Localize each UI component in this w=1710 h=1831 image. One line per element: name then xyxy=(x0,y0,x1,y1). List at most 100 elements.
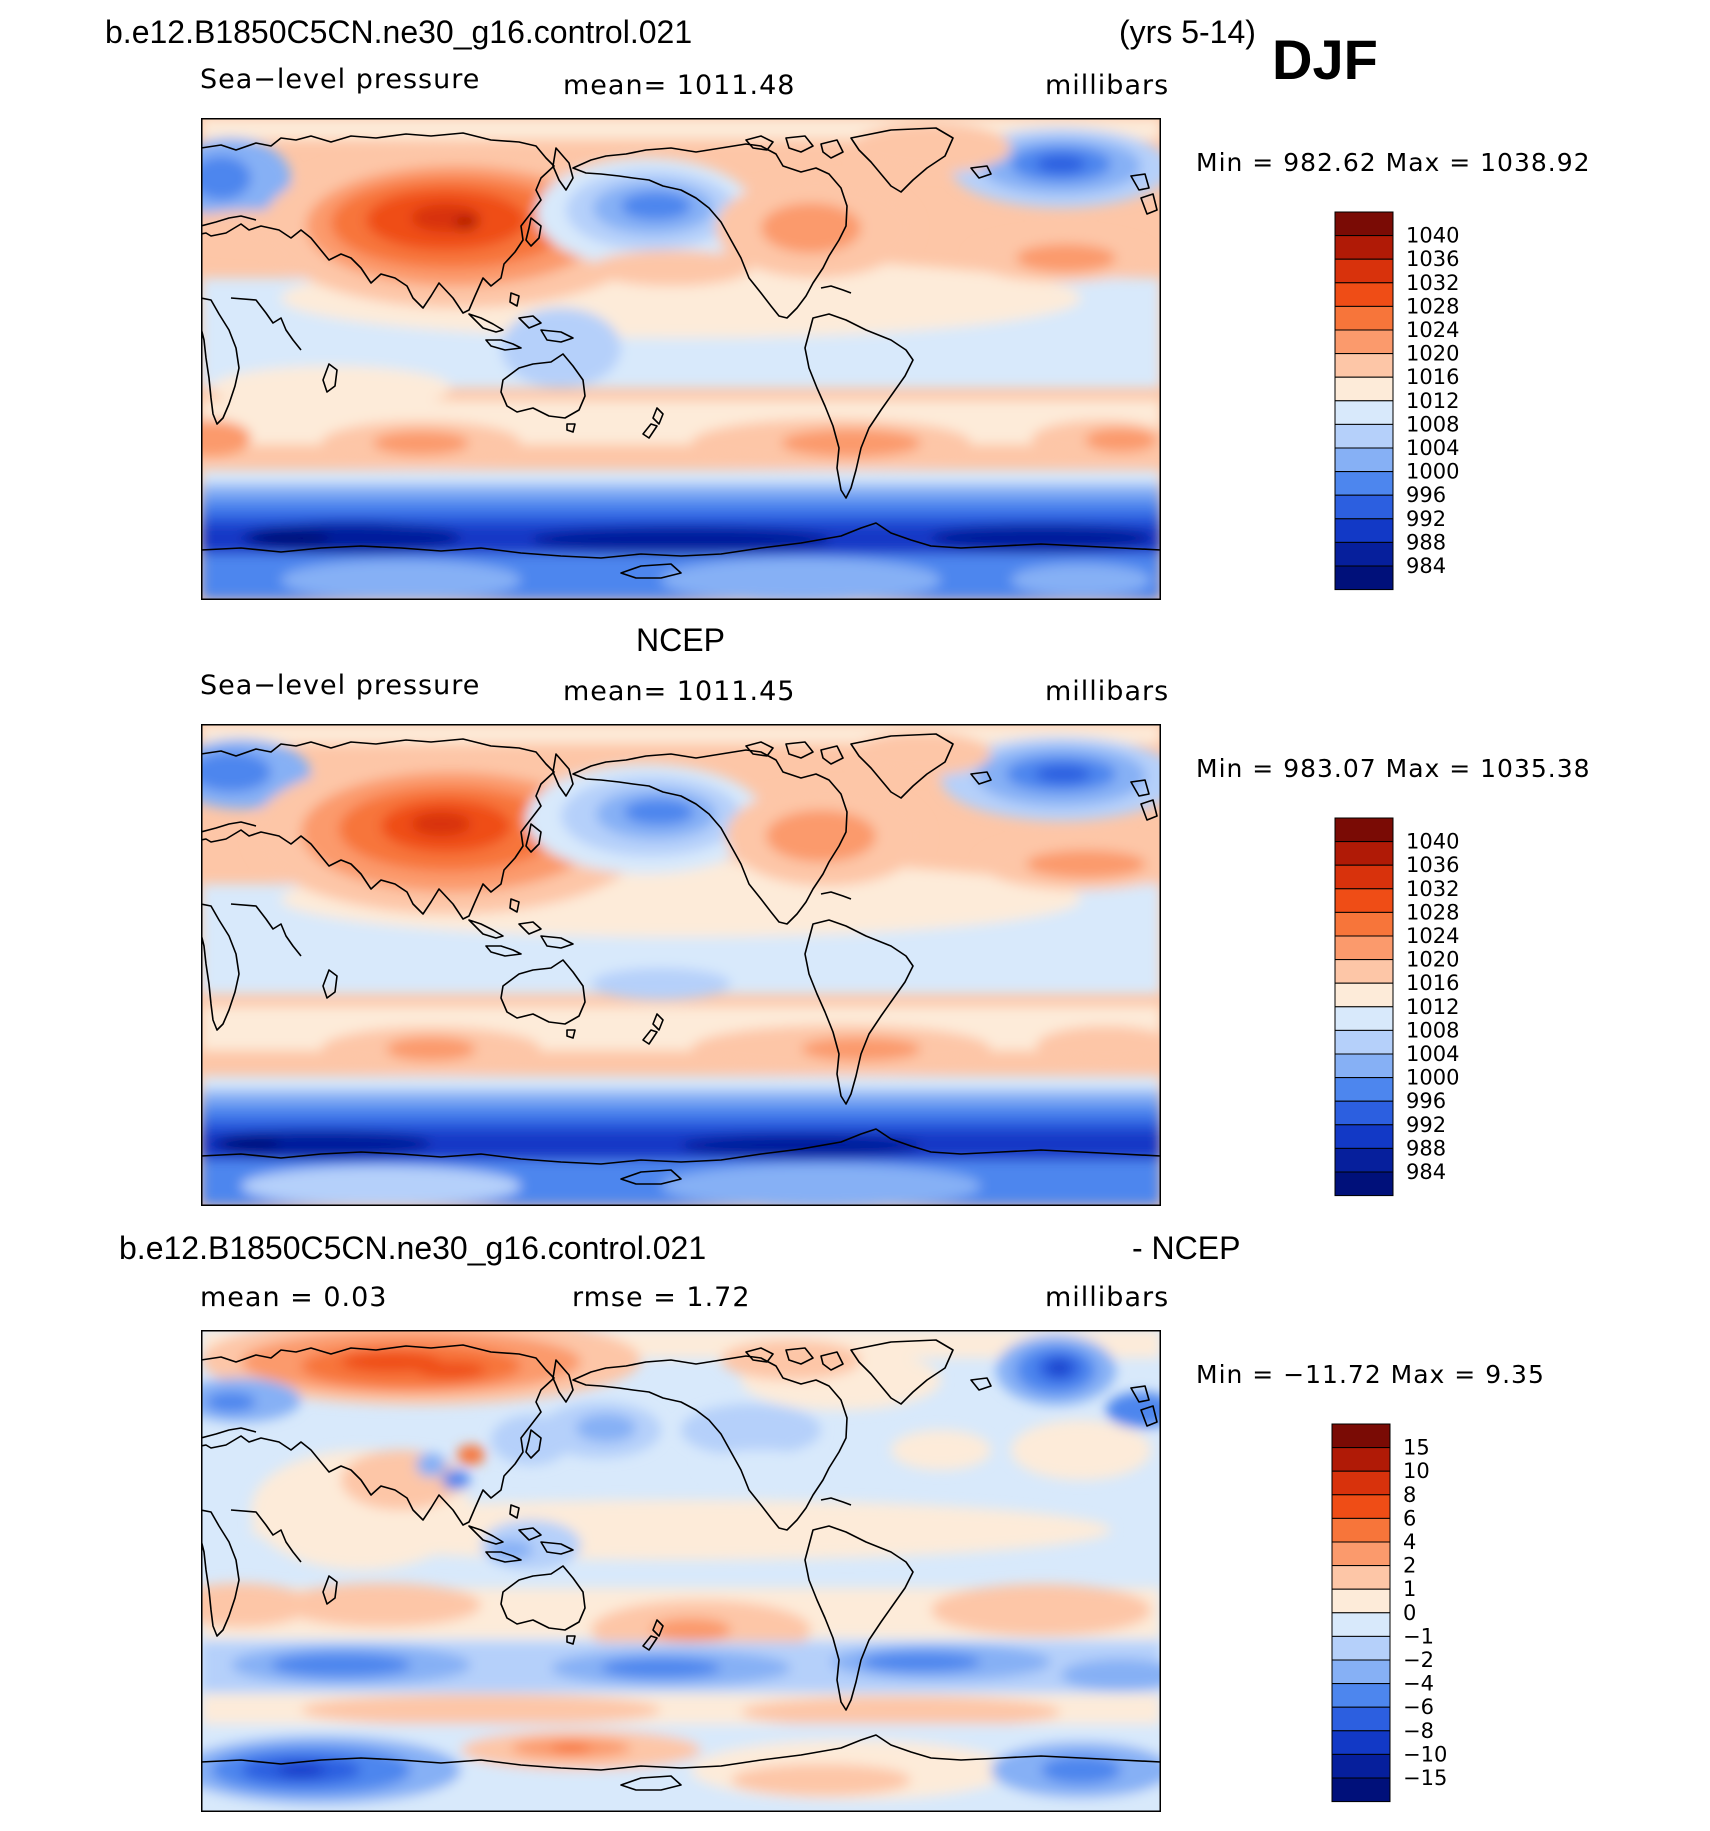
obs-colorbar: 1040103610321028102410201016101210081004… xyxy=(1334,817,1459,1197)
season-label: DJF xyxy=(1272,28,1378,91)
colorbar-swatch xyxy=(1331,1730,1391,1755)
colorbar-swatch xyxy=(1334,211,1394,237)
model-field-label: Sea−level pressure xyxy=(200,64,481,95)
diff-mean-label: mean = 0.03 xyxy=(200,1282,388,1313)
colorbar-swatch xyxy=(1331,1494,1391,1519)
colorbar-swatch xyxy=(1334,911,1394,937)
diff-minmax-label: Min = −11.72 Max = 9.35 xyxy=(1196,1360,1545,1389)
model-map xyxy=(201,118,1161,600)
colorbar-label: −6 xyxy=(1403,1695,1434,1719)
diff-map xyxy=(201,1330,1161,1812)
diff-rmse-label: rmse = 1.72 xyxy=(572,1282,751,1313)
colorbar-label: 992 xyxy=(1406,507,1446,531)
colorbar-swatch xyxy=(1334,541,1394,567)
colorbar-swatch xyxy=(1331,1777,1391,1803)
colorbar-label: 1024 xyxy=(1406,924,1459,948)
colorbar-label: 1020 xyxy=(1406,342,1459,366)
colorbar-swatch xyxy=(1334,1171,1394,1197)
colorbar-swatch xyxy=(1334,817,1394,843)
colorbar-label: 984 xyxy=(1406,554,1446,578)
colorbar-label: −8 xyxy=(1403,1719,1434,1743)
colorbar-label: 1024 xyxy=(1406,318,1459,342)
obs-mean-label: mean= 1011.45 xyxy=(563,676,796,707)
obs-units-label: millibars xyxy=(1045,676,1170,707)
colorbar-label: 988 xyxy=(1406,530,1446,554)
colorbar-label: 996 xyxy=(1406,483,1446,507)
colorbar-swatch xyxy=(1334,423,1394,449)
colorbar-swatch xyxy=(1331,1470,1391,1496)
colorbar-swatch xyxy=(1334,235,1394,260)
colorbar-label: −2 xyxy=(1403,1648,1434,1672)
colorbar-swatch xyxy=(1334,888,1394,913)
model-units-label: millibars xyxy=(1045,70,1170,101)
obs-title: NCEP xyxy=(636,622,725,658)
colorbar-swatch xyxy=(1334,935,1394,961)
colorbar-swatch xyxy=(1334,518,1394,543)
colorbar-swatch xyxy=(1334,1029,1394,1055)
colorbar-swatch xyxy=(1334,471,1394,496)
colorbar-label: 1000 xyxy=(1406,460,1459,484)
colorbar-swatch xyxy=(1334,1124,1394,1149)
colorbar-swatch xyxy=(1334,841,1394,866)
colorbar-swatch xyxy=(1334,982,1394,1008)
colorbar-label: 1000 xyxy=(1406,1066,1459,1090)
model-colorbar: 1040103610321028102410201016101210081004… xyxy=(1334,211,1459,591)
colorbar-label: 1036 xyxy=(1406,247,1459,271)
obs-field-label: Sea−level pressure xyxy=(200,670,481,701)
colorbar-swatch xyxy=(1334,329,1394,355)
colorbar-label: 1032 xyxy=(1406,877,1459,901)
colorbar-label: 1016 xyxy=(1406,365,1459,389)
model-minmax-label: Min = 982.62 Max = 1038.92 xyxy=(1196,148,1591,177)
colorbar-label: 1040 xyxy=(1406,830,1459,854)
colorbar-label: 1008 xyxy=(1406,1018,1459,1042)
colorbar-swatch xyxy=(1334,1006,1394,1031)
colorbar-swatch xyxy=(1331,1447,1391,1472)
obs-minmax-label: Min = 983.07 Max = 1035.38 xyxy=(1196,754,1591,783)
colorbar-swatch xyxy=(1334,565,1394,591)
diff-units-label: millibars xyxy=(1045,1282,1170,1313)
colorbar-label: −1 xyxy=(1403,1624,1434,1648)
colorbar-swatch xyxy=(1334,959,1394,984)
colorbar-label: 2 xyxy=(1403,1554,1416,1578)
colorbar-swatch xyxy=(1334,376,1394,402)
colorbar-label: 1012 xyxy=(1406,389,1459,413)
colorbar-label: 1016 xyxy=(1406,971,1459,995)
colorbar-swatch xyxy=(1334,1100,1394,1126)
colorbar-swatch xyxy=(1334,305,1394,331)
colorbar-swatch xyxy=(1334,447,1394,473)
colorbar-label: −10 xyxy=(1403,1742,1447,1766)
colorbar-label: 4 xyxy=(1403,1530,1416,1554)
colorbar-swatch xyxy=(1331,1541,1391,1567)
colorbar-swatch xyxy=(1334,1053,1394,1079)
colorbar-swatch xyxy=(1331,1517,1391,1543)
model-title: b.e12.B1850C5CN.ne30_g16.control.021 xyxy=(105,14,693,50)
colorbar-label: 1036 xyxy=(1406,853,1459,877)
colorbar-label: 6 xyxy=(1403,1506,1416,1530)
colorbar-swatch xyxy=(1334,494,1394,520)
colorbar-label: 992 xyxy=(1406,1113,1446,1137)
colorbar-label: 1 xyxy=(1403,1577,1416,1601)
colorbar-label: 1020 xyxy=(1406,948,1459,972)
colorbar-label: −4 xyxy=(1403,1672,1434,1696)
colorbar-swatch xyxy=(1331,1706,1391,1732)
colorbar-label: 1032 xyxy=(1406,271,1459,295)
years-label: (yrs 5-14) xyxy=(1119,14,1256,50)
colorbar-swatch xyxy=(1331,1659,1391,1685)
colorbar-label: 1040 xyxy=(1406,224,1459,248)
colorbar-label: 1012 xyxy=(1406,995,1459,1019)
colorbar-swatch xyxy=(1334,282,1394,307)
colorbar-label: 8 xyxy=(1403,1483,1416,1507)
diff-title: b.e12.B1850C5CN.ne30_g16.control.021 xyxy=(119,1230,707,1266)
colorbar-label: 984 xyxy=(1406,1160,1446,1184)
colorbar-swatch xyxy=(1331,1565,1391,1590)
colorbar-label: 0 xyxy=(1403,1601,1416,1625)
colorbar-swatch xyxy=(1334,258,1394,284)
colorbar-swatch xyxy=(1331,1753,1391,1779)
colorbar-label: 1004 xyxy=(1406,436,1459,460)
colorbar-label: 996 xyxy=(1406,1089,1446,1113)
colorbar-label: 1028 xyxy=(1406,900,1459,924)
colorbar-swatch xyxy=(1334,1147,1394,1173)
model-mean-label: mean= 1011.48 xyxy=(563,70,796,101)
colorbar-swatch xyxy=(1334,400,1394,425)
